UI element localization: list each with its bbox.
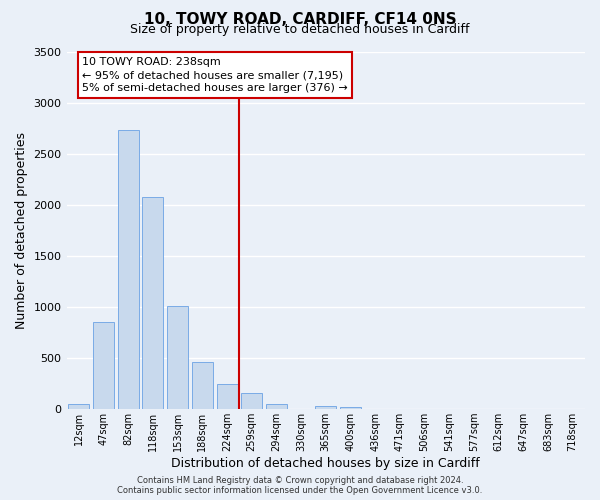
Bar bbox=[266, 404, 287, 409]
Bar bbox=[315, 406, 336, 409]
Text: Size of property relative to detached houses in Cardiff: Size of property relative to detached ho… bbox=[130, 22, 470, 36]
Text: 10 TOWY ROAD: 238sqm
← 95% of detached houses are smaller (7,195)
5% of semi-det: 10 TOWY ROAD: 238sqm ← 95% of detached h… bbox=[82, 57, 348, 94]
Bar bbox=[241, 394, 262, 409]
Y-axis label: Number of detached properties: Number of detached properties bbox=[15, 132, 28, 329]
Bar bbox=[167, 306, 188, 409]
Bar bbox=[93, 322, 114, 409]
Bar bbox=[142, 197, 163, 409]
Bar bbox=[340, 407, 361, 409]
X-axis label: Distribution of detached houses by size in Cardiff: Distribution of detached houses by size … bbox=[172, 457, 480, 470]
Bar bbox=[68, 404, 89, 409]
Bar bbox=[217, 384, 238, 409]
Bar bbox=[118, 130, 139, 409]
Text: Contains HM Land Registry data © Crown copyright and database right 2024.
Contai: Contains HM Land Registry data © Crown c… bbox=[118, 476, 482, 495]
Bar bbox=[192, 362, 213, 409]
Text: 10, TOWY ROAD, CARDIFF, CF14 0NS: 10, TOWY ROAD, CARDIFF, CF14 0NS bbox=[143, 12, 457, 28]
